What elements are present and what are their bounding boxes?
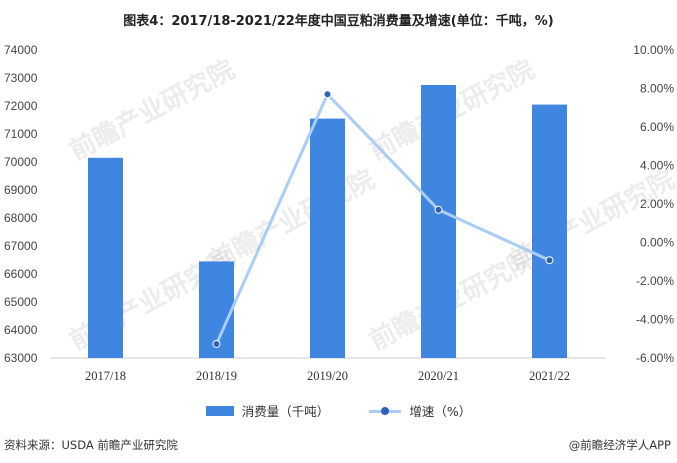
brand-note: @前瞻经济学人APP	[568, 438, 671, 452]
growth-point	[434, 205, 443, 214]
y-left-tick-label: 64000	[4, 323, 38, 337]
combo-chart: 63000 64000 65000 66000 67000 68000 69000 70000…	[4, 43, 674, 383]
y-left-tick-label: 63000	[4, 351, 38, 365]
y-left-tick-label: 70000	[4, 155, 38, 169]
growth-point	[545, 256, 554, 265]
bar-consumption	[310, 118, 345, 358]
legend-line-swatch	[369, 406, 402, 416]
y-left-tick-label: 72000	[4, 99, 38, 113]
y-left-tick-label: 65000	[4, 295, 38, 309]
growth-point	[212, 339, 221, 348]
y-left-tick-label: 68000	[4, 211, 38, 225]
bar-consumption	[532, 104, 567, 358]
y-right-tick-label: 8.00%	[640, 82, 674, 96]
legend-label-growth: 增速（%）	[409, 404, 472, 419]
legend-item-growth: 增速（%）	[369, 401, 471, 420]
y-right-tick-label: 0.00%	[640, 236, 674, 250]
bar-consumption	[421, 85, 456, 358]
x-tick-label: 2021/22	[529, 369, 570, 383]
y-right-tick-label: -6.00%	[636, 351, 674, 365]
y-left-tick-label: 74000	[4, 43, 38, 57]
y-right-tick-label: -4.00%	[636, 313, 674, 327]
y-right-tick-label: 2.00%	[640, 197, 674, 211]
growth-point	[323, 90, 332, 99]
y-right-tick-label: -2.00%	[636, 274, 674, 288]
bar-consumption	[88, 157, 123, 358]
chart-title: 图表4：2017/18-2021/22年度中国豆粕消费量及增速(单位：千吨，%)	[123, 14, 554, 29]
x-tick-label: 2017/18	[85, 369, 126, 383]
y-left-tick-label: 67000	[4, 239, 38, 253]
chart-legend: 消费量（千吨） 增速（%）	[0, 401, 677, 420]
y-right-tick-label: 4.00%	[640, 159, 674, 173]
y-left-tick-label: 66000	[4, 267, 38, 281]
x-tick-label: 2019/20	[307, 369, 348, 383]
y-left-tick-label: 69000	[4, 183, 38, 197]
legend-item-consumption: 消费量（千吨）	[205, 401, 330, 420]
legend-bar-swatch	[205, 405, 234, 416]
source-note: 资料来源：USDA 前瞻产业研究院	[4, 438, 178, 452]
x-tick-label: 2020/21	[418, 369, 459, 383]
y-right-tick-label: 10.00%	[633, 43, 674, 57]
y-left-tick-label: 73000	[4, 71, 38, 85]
growth-line	[215, 92, 551, 345]
x-tick-label: 2018/19	[196, 369, 237, 383]
legend-label-consumption: 消费量（千吨）	[241, 404, 330, 419]
y-right-tick-label: 6.00%	[640, 120, 674, 134]
y-left-tick-label: 71000	[4, 127, 38, 141]
